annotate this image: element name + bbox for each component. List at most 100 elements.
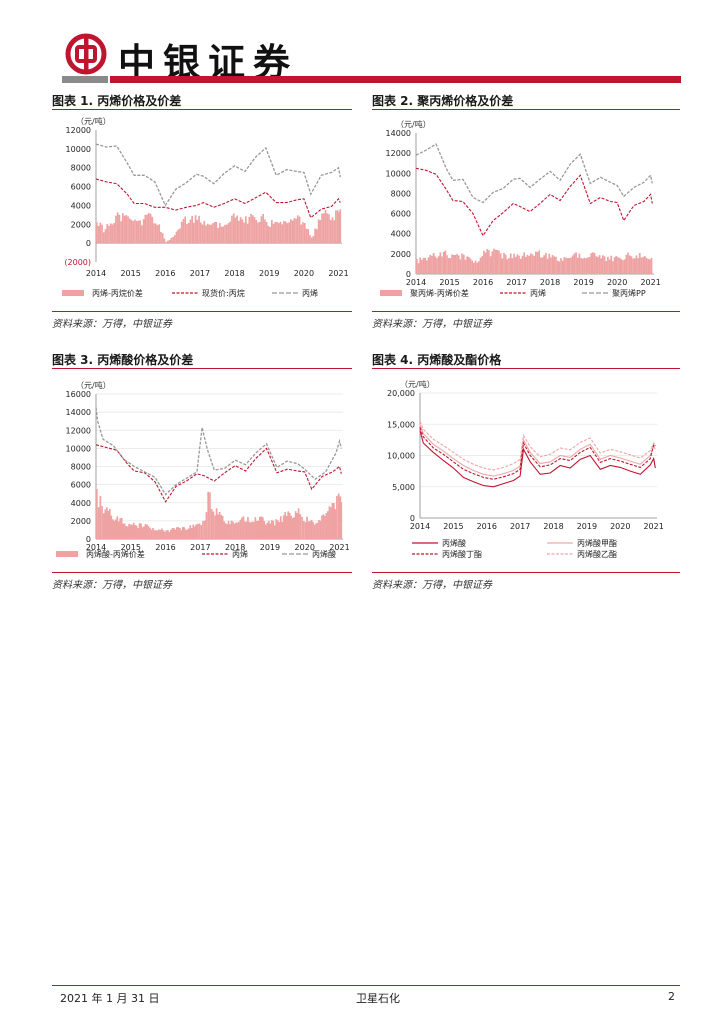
area-bar: [212, 223, 214, 244]
area-bar: [484, 252, 487, 274]
area-bar: [178, 527, 181, 539]
area-bar: [117, 521, 120, 539]
area-bar: [632, 258, 634, 274]
area-bar: [235, 522, 237, 539]
x-tick-label: 2014: [86, 269, 106, 278]
area-bar: [284, 221, 287, 244]
area-bar: [565, 257, 567, 274]
area-bar: [146, 214, 148, 244]
area-bar: [99, 222, 102, 244]
area-bar: [481, 256, 484, 274]
area-bar: [518, 255, 520, 274]
area-bar: [585, 258, 587, 274]
area-bar: [533, 256, 536, 274]
x-tick-label: 2015: [439, 278, 459, 287]
area-bar: [174, 529, 177, 539]
area-bar: [635, 255, 638, 274]
area-bar: [291, 220, 294, 244]
area-bar: [180, 530, 183, 539]
area-bar: [225, 224, 228, 244]
legend-label: 丙烯酸甲酯: [577, 538, 617, 548]
area-bar: [224, 523, 227, 539]
area-bar: [548, 253, 551, 274]
series-line-1: [419, 430, 656, 488]
area-bar: [321, 213, 323, 244]
area-bar: [147, 213, 150, 244]
area-bar: [109, 223, 112, 244]
area-bar: [607, 256, 609, 274]
area-bar: [125, 526, 128, 539]
area-bar: [328, 506, 331, 539]
area-bar: [331, 503, 334, 539]
area-bar: [276, 221, 278, 244]
area-bar: [598, 255, 601, 274]
area-bar: [168, 532, 171, 539]
area-bar: [294, 511, 297, 539]
area-bar: [186, 223, 188, 244]
area-bar: [114, 519, 117, 539]
figure-4-bottom-rule: [372, 572, 680, 573]
x-tick-label: 2014: [410, 522, 430, 531]
area-bar: [217, 227, 219, 244]
area-bar: [277, 223, 280, 244]
x-tick-label: 2015: [120, 269, 140, 278]
area-bar: [198, 523, 201, 539]
area-bar: [301, 516, 303, 539]
area-bar: [575, 252, 577, 274]
figure-3-title: 图表 3. 丙烯酸价格及价差: [52, 353, 194, 367]
figure-3-source: 资料来源：万得，中银证券: [52, 580, 172, 591]
figure-4-chart: （元/吨） 0 5,000 10,000 15,000 20,000 2014 2015 201…: [372, 371, 680, 569]
area-bar: [129, 524, 132, 539]
series-line-3: [95, 143, 341, 207]
area-bar: [248, 521, 251, 539]
area-bar: [456, 254, 458, 274]
area-bar: [620, 259, 623, 274]
area-bar: [116, 212, 119, 244]
area-bar: [130, 219, 133, 244]
area-bar: [241, 517, 243, 539]
legend-swatch: [62, 290, 84, 296]
area-bar: [509, 253, 512, 274]
x-tick-label: 2019: [260, 543, 280, 552]
x-tick-label: 2014: [86, 543, 106, 552]
area-bar: [300, 224, 303, 244]
y-unit-label: （元/吨）: [400, 379, 435, 389]
area-bar: [255, 220, 258, 244]
area-bar: [302, 521, 305, 539]
area-bar: [501, 258, 504, 274]
area-bar: [253, 521, 255, 539]
y-tick-label: 0: [86, 535, 91, 544]
area-bar: [186, 529, 189, 539]
area-bar: [597, 256, 599, 274]
series-line-3: [95, 407, 342, 496]
area-bar: [134, 524, 136, 539]
area-bar: [137, 220, 140, 244]
area-bar: [193, 526, 196, 539]
area-bar: [165, 530, 168, 539]
area-bar: [556, 260, 559, 274]
area-bar: [330, 507, 332, 539]
area-bar: [150, 529, 153, 539]
area-bar: [261, 517, 264, 539]
figure-4-rule: [372, 368, 680, 369]
area-bar: [337, 493, 340, 539]
area-bar: [436, 258, 438, 274]
area-bar: [110, 515, 113, 539]
area-bar: [576, 257, 579, 274]
area-bar: [278, 522, 281, 539]
figure-2-bottom-rule: [372, 311, 680, 312]
area-bar: [269, 226, 271, 244]
area-bar: [96, 489, 98, 539]
area-bar: [171, 528, 174, 539]
area-bar: [104, 229, 107, 244]
series-line-2: [95, 444, 342, 503]
area-bar: [528, 255, 530, 274]
area-bar: [334, 509, 337, 539]
area-bar: [449, 258, 452, 274]
area-bar: [189, 525, 192, 539]
legend-label: 丙烯酸乙酯: [577, 549, 617, 559]
area-bar: [643, 256, 646, 274]
area-bar: [212, 511, 215, 539]
area-bar: [474, 260, 477, 274]
area-bar: [264, 219, 266, 244]
